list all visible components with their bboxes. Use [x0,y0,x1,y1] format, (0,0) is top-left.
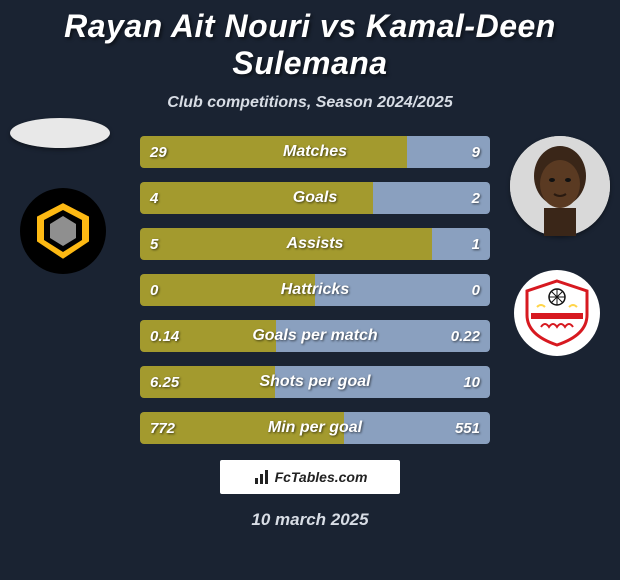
stat-value-left: 6.25 [150,366,179,398]
brand-text: FcTables.com [275,469,368,485]
stat-value-right: 0 [472,274,480,306]
stat-value-right: 0.22 [451,320,480,352]
stat-row: Shots per goal6.2510 [140,366,490,398]
stat-bar-right [275,366,490,398]
stat-row: Goals per match0.140.22 [140,320,490,352]
stat-bar-left [140,228,432,260]
stat-value-right: 1 [472,228,480,260]
stat-value-right: 9 [472,136,480,168]
stat-value-left: 0.14 [150,320,179,352]
stat-row: Goals42 [140,182,490,214]
stat-row: Min per goal772551 [140,412,490,444]
player-left-avatar [10,118,110,148]
brand-badge: FcTables.com [220,460,400,494]
stat-bar-left [140,182,373,214]
stat-value-left: 29 [150,136,167,168]
stat-row: Assists51 [140,228,490,260]
stat-bar-right [432,228,490,260]
stat-value-left: 4 [150,182,158,214]
stat-row: Matches299 [140,136,490,168]
stat-bar-left [140,136,407,168]
player-right-face-icon [510,136,610,236]
date-text: 10 march 2025 [0,510,620,530]
stat-value-left: 5 [150,228,158,260]
stat-value-left: 772 [150,412,175,444]
page-title: Rayan Ait Nouri vs Kamal-Deen Sulemana [0,0,620,82]
player-right-avatar [510,136,610,236]
stat-bar-left [140,274,315,306]
stat-value-right: 551 [455,412,480,444]
stat-value-right: 10 [463,366,480,398]
comparison-chart: Matches299Goals42Assists51Hattricks00Goa… [0,136,620,466]
stat-value-left: 0 [150,274,158,306]
stat-bar-right [315,274,490,306]
subtitle: Club competitions, Season 2024/2025 [0,94,620,112]
club-left-badge [20,188,106,274]
stat-bars: Matches299Goals42Assists51Hattricks00Goa… [140,136,490,458]
bars-icon [253,468,271,486]
wolves-icon [28,196,98,266]
club-right-badge [514,270,600,356]
southampton-icon [521,277,593,349]
stat-row: Hattricks00 [140,274,490,306]
stat-value-right: 2 [472,182,480,214]
